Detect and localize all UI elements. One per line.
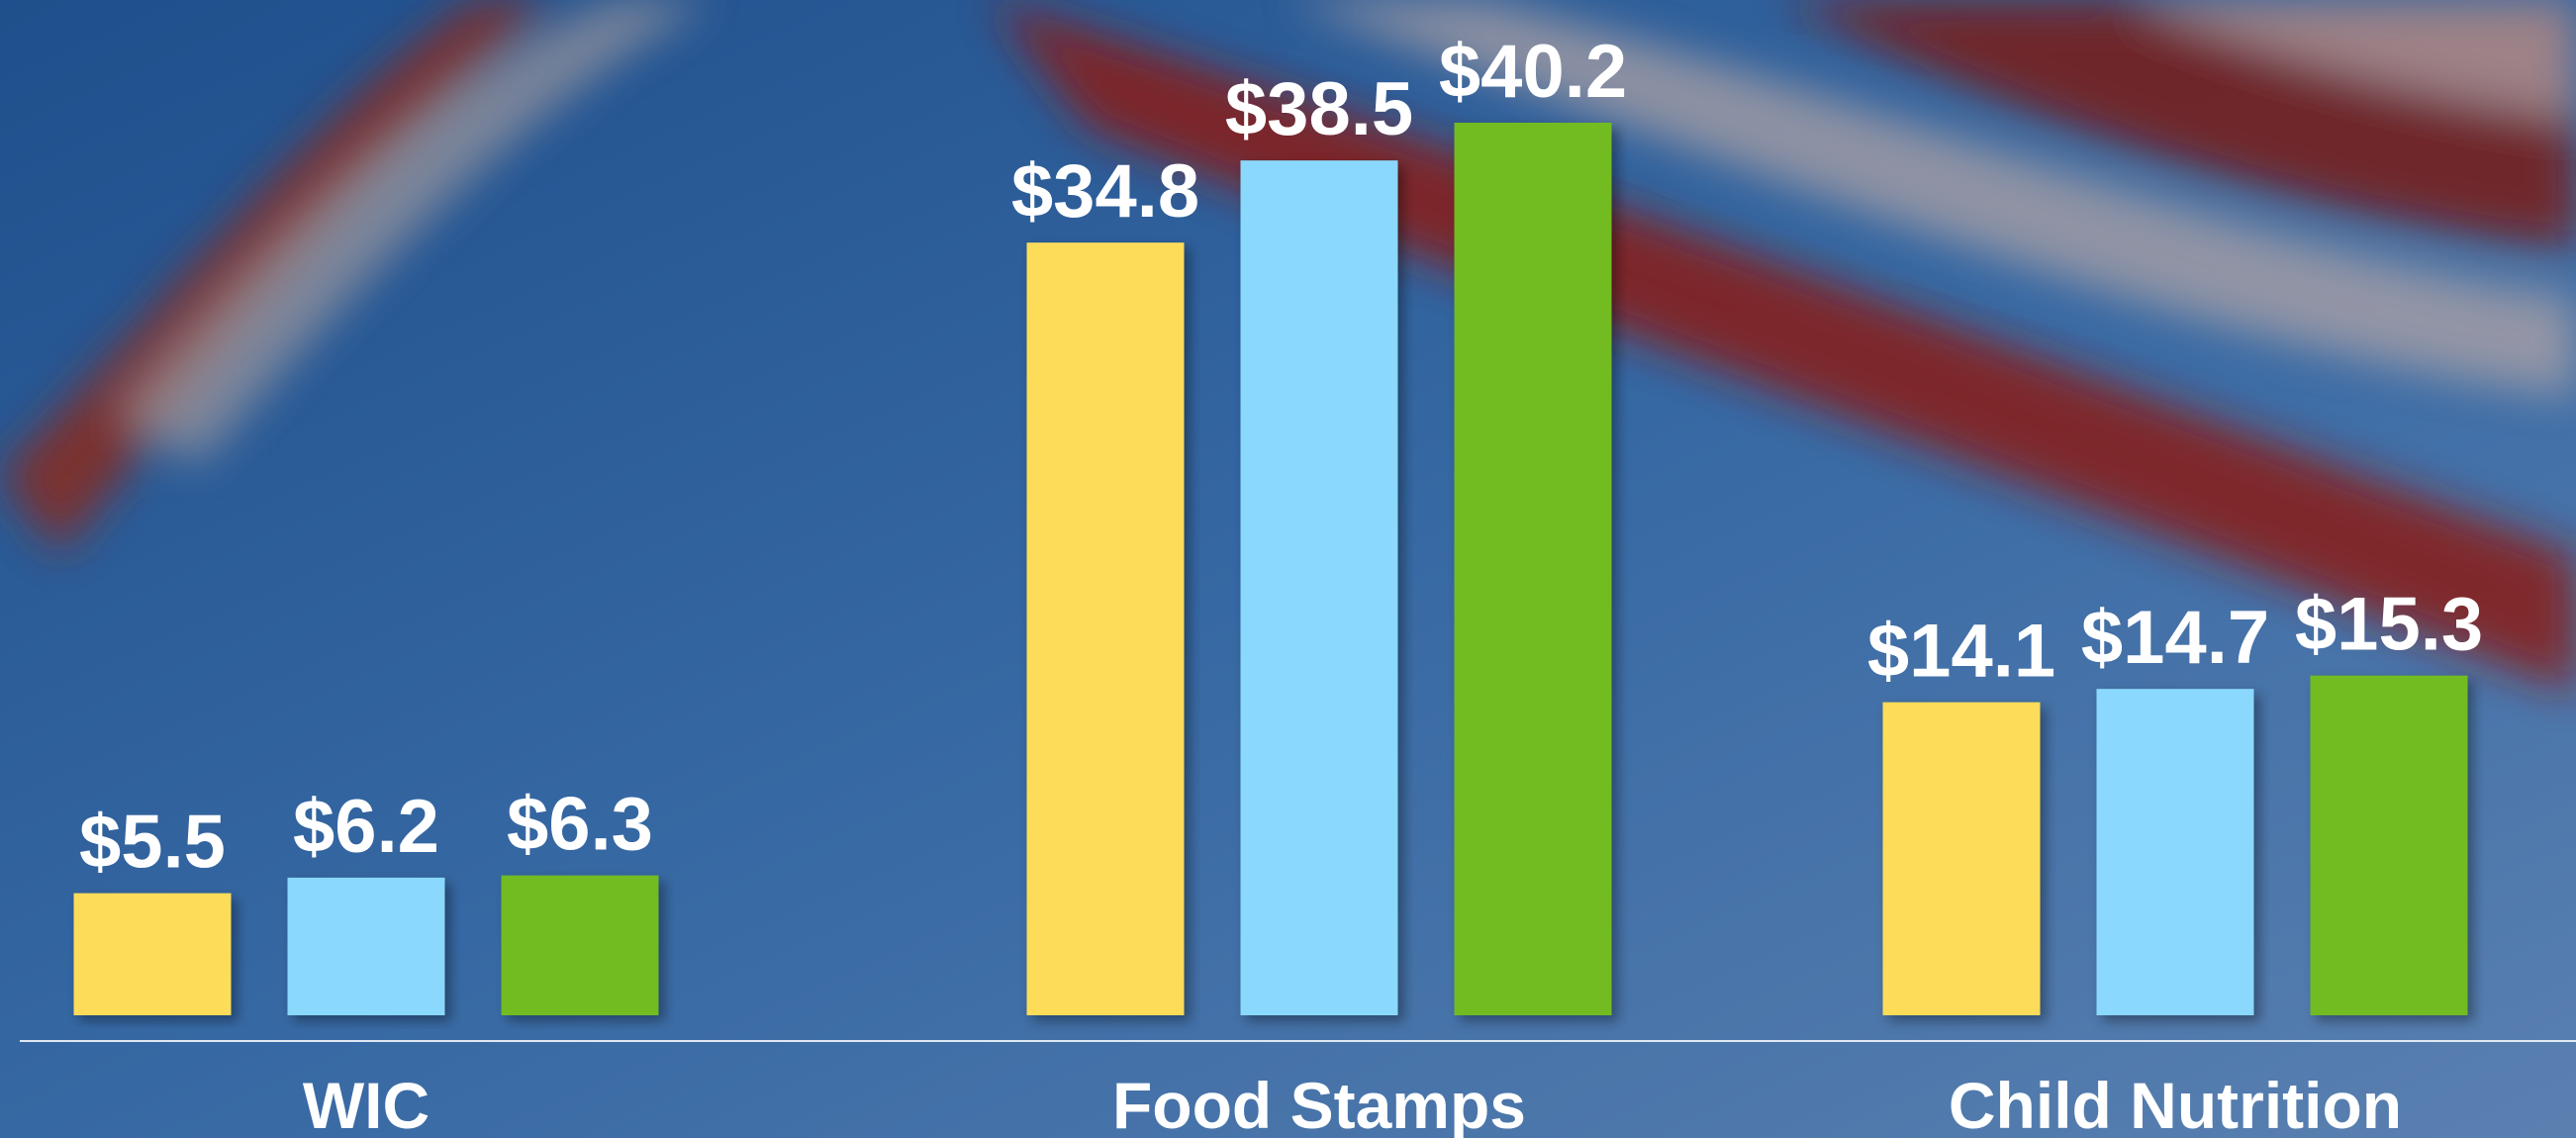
category-label: Food Stamps [1112,1069,1526,1138]
bar [288,878,445,1015]
value-label: $5.5 [79,801,226,885]
value-label: $14.7 [2081,596,2269,680]
value-label: $14.1 [1867,610,2055,694]
value-label: $6.3 [507,783,653,867]
category-label: Child Nutrition [1949,1069,2402,1138]
value-label: $6.2 [293,785,439,869]
bar [1027,242,1185,1015]
chart: WIC $5.5 $6.2 $6.3 Food Stamps $34.8 $38.5 $40.… [0,0,2576,1138]
bar [1455,123,1612,1015]
value-label: $38.5 [1225,67,1413,151]
value-label: $15.3 [2295,583,2483,667]
bar [502,876,659,1015]
bar [1883,703,2041,1015]
bar [2311,676,2468,1015]
bar [2097,689,2254,1015]
value-label: $34.8 [1011,149,1199,234]
value-label: $40.2 [1439,30,1627,114]
bar [1241,160,1398,1015]
category-label: WIC [303,1069,429,1138]
bar [74,894,232,1015]
